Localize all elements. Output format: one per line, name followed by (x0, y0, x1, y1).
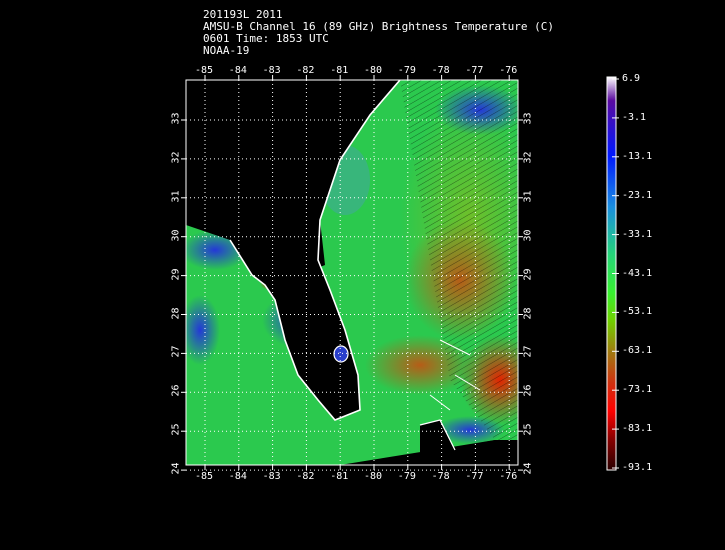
colorbar-label: -53.1 (622, 306, 653, 318)
brightness-temperature-field (186, 80, 518, 465)
longitude-label: -79 (397, 471, 416, 482)
longitude-label: -85 (195, 65, 214, 76)
longitude-label: -84 (228, 65, 247, 76)
latitude-label: 31 (522, 190, 534, 203)
latitude-label: 25 (170, 423, 182, 436)
colorbar-label: -93.1 (622, 462, 653, 473)
latitude-label: 24 (522, 462, 534, 475)
colorbar-tick-marks (612, 78, 619, 469)
latitude-label: 28 (522, 306, 534, 320)
title-line-4: NOAA-19 (203, 44, 250, 57)
longitude-label: -83 (262, 65, 281, 76)
title-line-1: 201193L 2011 (203, 8, 283, 21)
colorbar-label: -43.1 (622, 267, 653, 279)
latitude-label: 32 (522, 151, 534, 164)
longitude-label: -76 (499, 65, 518, 76)
map-border (185, 79, 519, 466)
latitude-label: 32 (170, 151, 182, 164)
longitude-label: -83 (262, 471, 281, 482)
colorbar-label: 6.9 (622, 73, 641, 84)
latitude-label: 30 (522, 229, 534, 242)
longitude-label: -81 (330, 65, 349, 76)
longitude-label: -80 (364, 65, 383, 76)
colorbar-label: -23.1 (622, 189, 653, 201)
longitude-label: -77 (465, 65, 484, 76)
latitude-label: 33 (170, 112, 182, 125)
longitude-label: -78 (431, 65, 450, 76)
longitude-label: -82 (296, 65, 315, 76)
longitude-label: -84 (228, 471, 247, 482)
latitude-label: 28 (170, 306, 182, 320)
colorbar-label: -33.1 (622, 228, 653, 240)
colorbar-label: -83.1 (622, 423, 653, 435)
colorbar-label: -73.1 (622, 384, 653, 396)
longitude-label: -80 (364, 471, 383, 482)
latitude-label: 29 (170, 268, 182, 281)
longitude-label: -79 (397, 65, 416, 76)
title-line-2: AMSU-B Channel 16 (89 GHz) Brightness Te… (203, 20, 554, 33)
latitude-label: 27 (522, 345, 534, 358)
latitude-label: 26 (522, 384, 534, 397)
longitude-label: -78 (431, 471, 450, 482)
longitude-label: -77 (465, 471, 484, 482)
latitude-label: 29 (522, 268, 534, 281)
latitude-label: 30 (170, 229, 182, 242)
latitude-label: 26 (170, 384, 182, 397)
colorbar-label: -63.1 (622, 345, 653, 357)
colorbar-label: -3.1 (622, 111, 647, 123)
latitude-label: 31 (170, 190, 182, 203)
graticule (186, 80, 518, 471)
latitude-label: 27 (170, 345, 182, 358)
longitude-label: -76 (499, 471, 518, 482)
latitude-label: 25 (522, 423, 534, 436)
longitude-label: -82 (296, 471, 315, 482)
colorbar-label: -13.1 (622, 150, 653, 162)
axis-tick-marks (181, 75, 523, 471)
longitude-label: -81 (330, 471, 349, 482)
longitude-label: -85 (195, 471, 214, 482)
latitude-label: 33 (522, 112, 534, 125)
title-line-3: 0601 Time: 1853 UTC (203, 32, 329, 45)
latitude-label: 24 (170, 462, 182, 475)
